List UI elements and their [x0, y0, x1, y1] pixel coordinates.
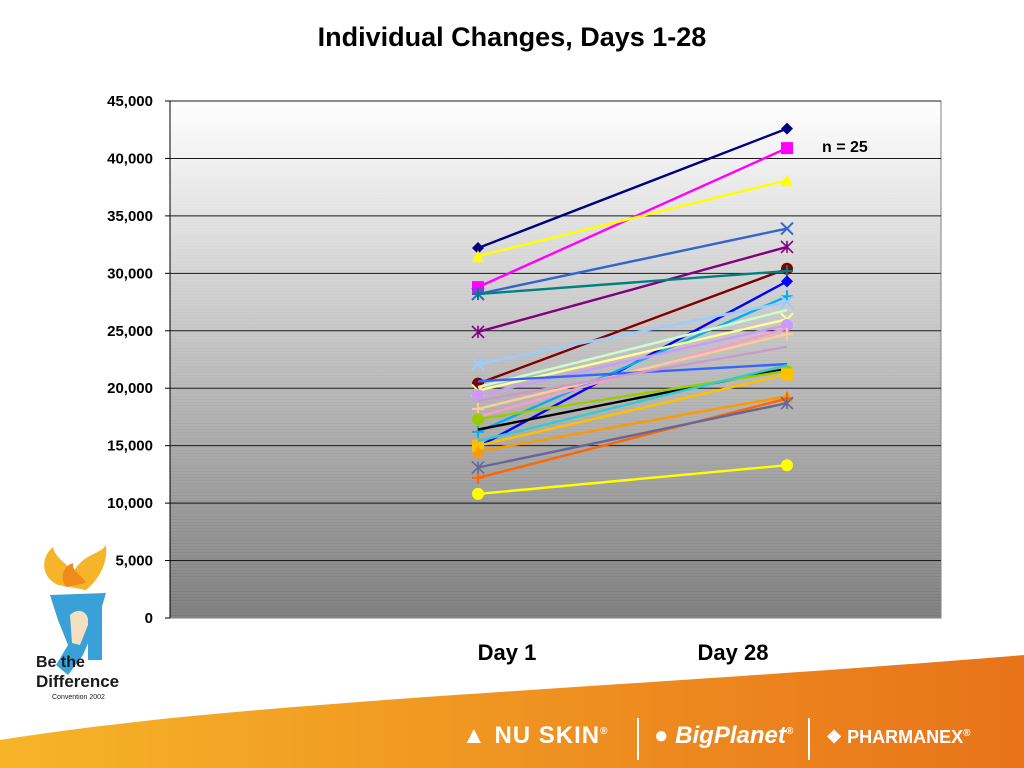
series-line	[477, 401, 788, 469]
chart-title: Individual Changes, Days 1-28	[317, 22, 707, 52]
y-tick-label: 40,000	[107, 150, 153, 167]
series-19	[472, 368, 793, 452]
data-point	[780, 295, 794, 309]
series-5	[471, 240, 794, 339]
data-point	[781, 290, 793, 303]
series-line	[477, 300, 788, 366]
series-1	[472, 122, 793, 255]
x-axis: Day 1 Day 28	[478, 640, 769, 665]
data-point	[471, 357, 485, 371]
series-22	[471, 396, 794, 475]
y-tick-label: 5,000	[115, 553, 153, 570]
nuskin-brand: ▲ NU SKIN®	[462, 722, 609, 749]
series-7	[472, 265, 793, 301]
line-chart: 0 5,000 10,000 15,000 20,000 25,000 30,000 35,0…	[107, 93, 942, 665]
series-11	[477, 308, 788, 389]
series-line	[477, 295, 788, 433]
series-group	[471, 122, 794, 500]
series-line	[477, 227, 788, 296]
nuskin-icon: ▲	[462, 722, 487, 749]
data-point	[472, 413, 484, 426]
bigplanet-icon: ●	[654, 722, 669, 749]
data-point	[781, 275, 793, 288]
y-axis: 0 5,000 10,000 15,000 20,000 25,000 30,000 35,0…	[107, 93, 171, 627]
be-the-difference-logo	[44, 545, 107, 675]
data-point	[471, 460, 485, 475]
data-point	[781, 319, 793, 332]
brand-separator	[637, 718, 639, 760]
pharmanex-brand: ❖ PHARMANEX®	[826, 727, 971, 747]
data-point	[780, 221, 794, 236]
series-line	[477, 373, 788, 447]
data-point	[781, 265, 793, 278]
data-point	[472, 402, 484, 415]
y-tick-label: 0	[145, 610, 153, 627]
data-point	[472, 425, 484, 438]
y-tick-label: 20,000	[107, 380, 153, 397]
y-tick-label: 30,000	[107, 265, 153, 282]
data-point	[472, 250, 484, 263]
data-point	[781, 459, 793, 472]
y-tick-label: 35,000	[107, 208, 153, 225]
series-line	[477, 464, 788, 496]
series-line	[477, 345, 788, 403]
bigplanet-brand: ● BigPlanet®	[654, 722, 794, 749]
data-point	[781, 368, 793, 381]
series-line	[477, 269, 788, 296]
x-tick-label: Day 1	[478, 640, 537, 665]
series-line	[477, 308, 788, 389]
series-24	[477, 364, 788, 443]
series-9	[472, 290, 793, 438]
y-tick-label: 10,000	[107, 495, 153, 512]
x-tick-label: Day 28	[698, 640, 769, 665]
data-point	[781, 142, 793, 155]
sample-size-label: n = 25	[822, 139, 868, 156]
logo-text-line2: Difference	[36, 672, 120, 691]
series-25	[477, 345, 788, 403]
y-tick-label: 15,000	[107, 438, 153, 455]
series-line	[477, 397, 788, 479]
data-point	[781, 328, 793, 341]
data-point	[471, 325, 485, 339]
series-line	[477, 267, 788, 385]
data-point	[472, 242, 484, 255]
data-point	[780, 396, 794, 410]
y-tick-label: 25,000	[107, 323, 153, 340]
series-line	[477, 245, 788, 334]
data-point	[472, 288, 484, 301]
pharmanex-icon: ❖	[826, 727, 843, 747]
data-point	[472, 487, 484, 500]
plot-texture	[170, 103, 941, 618]
series-3	[472, 174, 793, 263]
series-line	[477, 323, 788, 397]
data-point	[780, 240, 794, 254]
gridlines	[170, 100, 941, 562]
data-point	[781, 122, 793, 135]
series-line	[477, 127, 788, 250]
data-point	[781, 174, 793, 187]
data-point	[472, 445, 484, 458]
brand-separator	[808, 718, 810, 760]
y-tick-label: 45,000	[107, 93, 153, 110]
series-line	[477, 179, 788, 258]
logo-text-line1: Be the	[36, 654, 85, 671]
logo-text-line3: Convention 2002	[52, 694, 105, 701]
data-point	[472, 471, 484, 484]
series-13	[472, 319, 793, 402]
series-line	[477, 395, 788, 453]
series-23	[472, 459, 793, 500]
series-line	[477, 364, 788, 443]
series-10	[471, 295, 794, 371]
plot-area	[169, 100, 942, 619]
data-point	[472, 389, 484, 402]
data-point	[472, 377, 484, 390]
